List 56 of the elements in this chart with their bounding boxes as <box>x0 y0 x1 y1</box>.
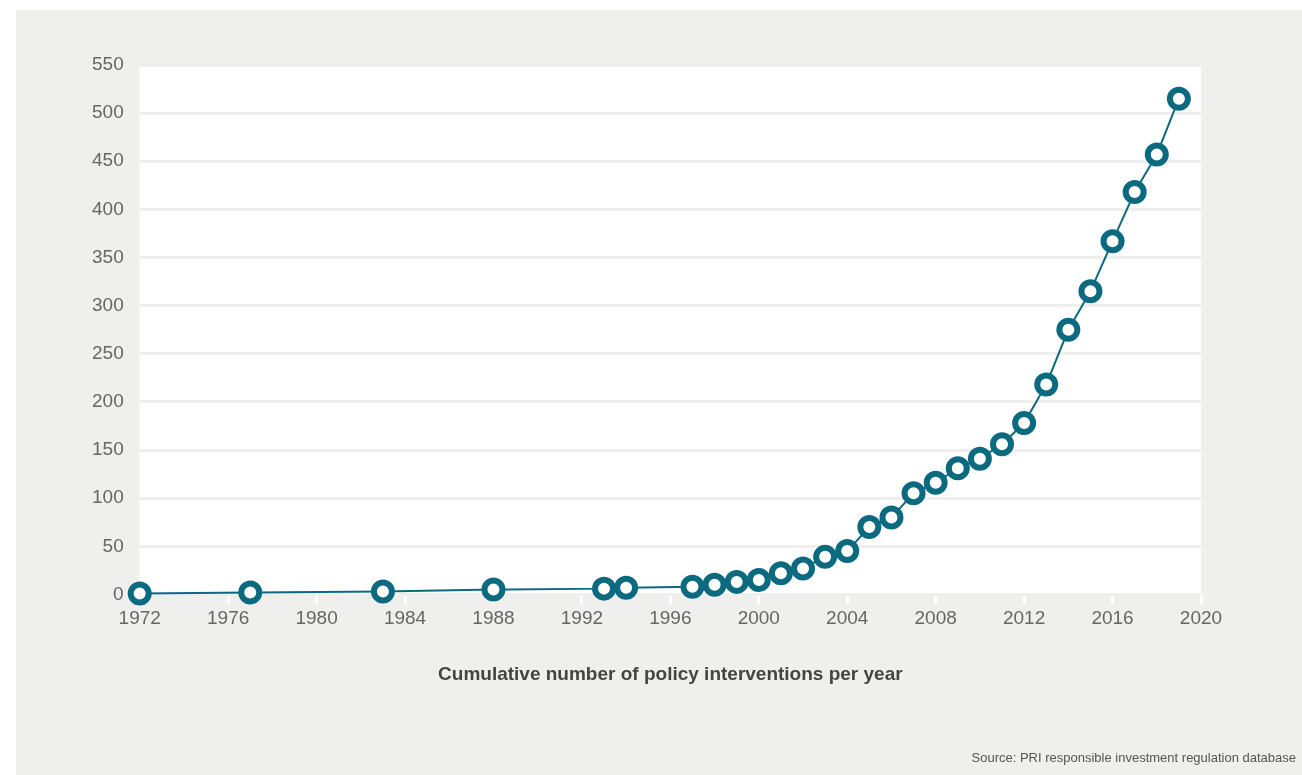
point <box>1166 86 1191 111</box>
point <box>702 572 727 597</box>
x-tick-label: 2012 <box>1002 607 1046 629</box>
point <box>990 432 1015 457</box>
x-axis-title: Cumulative number of policy interventions per year <box>438 662 904 684</box>
point <box>127 581 152 606</box>
point <box>791 556 816 581</box>
y-tick-label: 150 <box>92 438 124 460</box>
x-tick-label: 1996 <box>649 607 692 629</box>
point <box>724 569 749 594</box>
x-tick-label: 2016 <box>1091 607 1134 629</box>
point <box>901 481 926 506</box>
y-tick-label: 100 <box>92 486 124 508</box>
point <box>481 577 506 602</box>
y-tick-label: 200 <box>92 390 124 412</box>
point <box>1078 279 1103 304</box>
y-tick-label: 300 <box>92 293 124 315</box>
y-tick-label: 50 <box>102 534 124 556</box>
point <box>370 579 395 604</box>
point <box>923 470 948 495</box>
y-tick-label: 400 <box>92 197 124 219</box>
point <box>680 574 705 599</box>
y-tick-label: 0 <box>113 582 124 604</box>
x-tick-label: 1984 <box>383 607 427 629</box>
point <box>1056 317 1081 342</box>
point <box>945 456 970 481</box>
point <box>967 446 992 471</box>
x-tick-label: 1980 <box>295 607 338 629</box>
x-tick-label: 1988 <box>472 607 515 629</box>
point <box>746 567 771 592</box>
x-tick-label: 2004 <box>826 607 869 629</box>
x-tick-label: 2008 <box>914 607 957 629</box>
point <box>879 505 904 530</box>
point <box>857 515 882 540</box>
y-tick-label: 550 <box>92 53 124 75</box>
y-tick-label: 250 <box>92 342 124 363</box>
point <box>592 576 617 601</box>
point <box>1034 372 1059 397</box>
x-tick-label: 1992 <box>560 607 604 629</box>
point <box>614 575 639 600</box>
x-tick-label: 1976 <box>207 607 250 629</box>
point <box>813 544 838 569</box>
point <box>768 561 793 586</box>
point <box>1144 142 1169 167</box>
x-tick-label: 2020 <box>1179 607 1223 629</box>
point <box>1012 411 1037 436</box>
x-tick-label: 1972 <box>118 607 161 629</box>
x-tick-label: 2000 <box>737 607 780 629</box>
y-tick-label: 450 <box>92 149 124 171</box>
point <box>1122 180 1147 205</box>
point <box>1100 229 1125 254</box>
y-tick-label: 500 <box>92 101 124 123</box>
point <box>835 539 860 564</box>
source-note: Source: PRI responsible investment regulation database <box>971 750 1296 765</box>
point <box>238 580 263 605</box>
y-tick-label: 350 <box>92 245 124 267</box>
